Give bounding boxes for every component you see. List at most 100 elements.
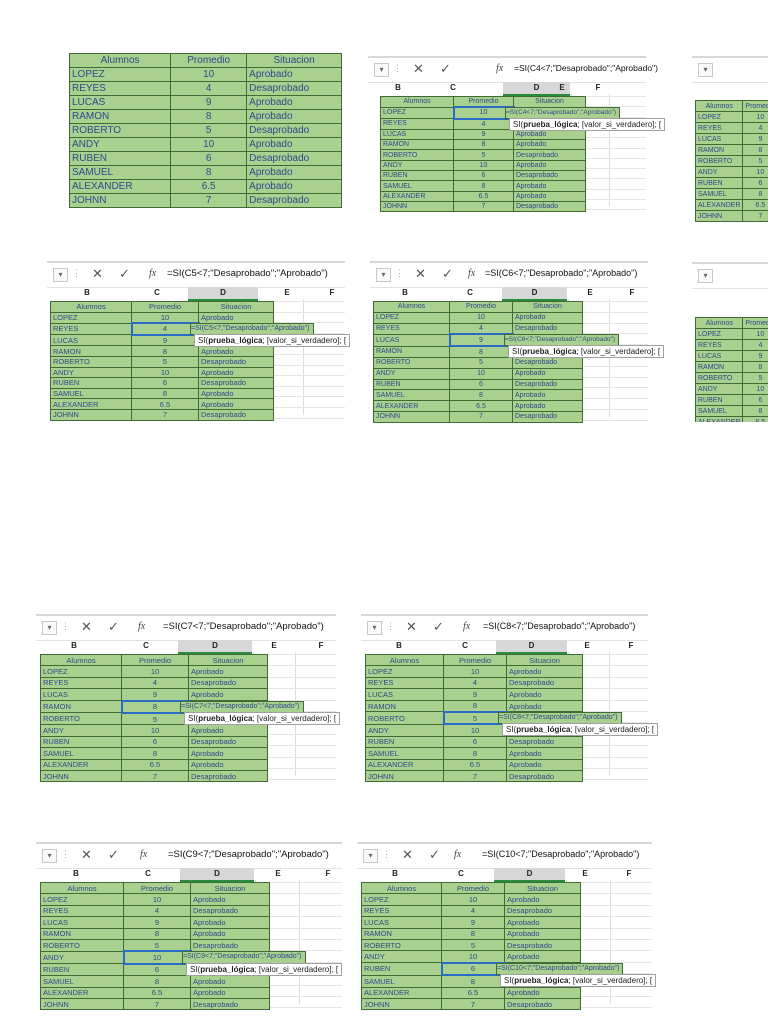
- column-letter-d[interactable]: D: [188, 287, 258, 301]
- cell-promedio[interactable]: 7: [449, 410, 513, 423]
- cell-promedio[interactable]: 8: [131, 345, 199, 357]
- column-letter-f[interactable]: F: [325, 869, 331, 878]
- cell-situacion[interactable]: Desaprobado: [513, 149, 586, 161]
- cell-promedio[interactable]: 8: [742, 144, 768, 156]
- cell-situacion[interactable]: Aprobado: [190, 975, 270, 988]
- cell-situacion[interactable]: Desaprobado: [190, 997, 270, 1011]
- namebox-dropdown-icon[interactable]: ▾: [42, 849, 57, 863]
- column-letter-c[interactable]: C: [154, 288, 160, 297]
- enter-icon[interactable]: ✓: [429, 847, 440, 862]
- cell-alumno[interactable]: JOHNN: [694, 210, 744, 222]
- cell-situacion[interactable]: Aprobado: [504, 950, 581, 964]
- column-letter-b[interactable]: B: [71, 641, 77, 650]
- cell-alumno[interactable]: ALEXANDER: [694, 416, 744, 422]
- cell-alumno[interactable]: LUCAS: [50, 334, 132, 347]
- column-letter-e[interactable]: E: [584, 641, 590, 650]
- cell-alumno[interactable]: REYES: [68, 81, 172, 96]
- cell-alumno[interactable]: ROBERTO: [694, 372, 744, 384]
- column-letter-f[interactable]: F: [626, 869, 632, 878]
- namebox-dropdown-icon[interactable]: ▾: [42, 621, 57, 635]
- cell-promedio[interactable]: 8: [441, 927, 505, 940]
- cell-situacion[interactable]: Desaprobado: [246, 123, 342, 138]
- cell-situacion[interactable]: Desaprobado: [513, 170, 586, 182]
- cell-situacion[interactable]: Desaprobado: [512, 356, 583, 369]
- cell-alumno[interactable]: LOPEZ: [50, 311, 132, 324]
- cell-alumno[interactable]: JOHNN: [40, 997, 124, 1011]
- cell-alumno[interactable]: SAMUEL: [365, 747, 444, 760]
- cell-promedio[interactable]: 7: [742, 210, 768, 222]
- cell-promedio[interactable]: 10: [742, 111, 768, 123]
- cell-situacion[interactable]: Aprobado: [512, 389, 583, 402]
- column-letter-b[interactable]: B: [73, 869, 79, 878]
- cell-promedio[interactable]: 8: [131, 387, 199, 400]
- cell-promedio[interactable]: 8: [170, 109, 248, 124]
- cell-situacion[interactable]: Aprobado: [188, 724, 268, 737]
- cell-alumno[interactable]: REYES: [694, 122, 744, 134]
- cell-situacion[interactable]: Desaprobado: [246, 81, 342, 96]
- cell-promedio[interactable]: 8: [742, 361, 768, 373]
- cell-alumno[interactable]: JOHNN: [50, 408, 132, 421]
- cell-situacion[interactable]: Aprobado: [246, 95, 342, 110]
- fx-icon[interactable]: fx: [138, 621, 146, 632]
- cell-alumno[interactable]: RAMON: [68, 109, 172, 124]
- cell-alumno[interactable]: ROBERTO: [68, 123, 172, 138]
- cell-alumno[interactable]: RUBEN: [380, 170, 454, 182]
- cell-promedio[interactable]: 7: [123, 997, 191, 1011]
- cell-situacion[interactable]: Aprobado: [506, 747, 583, 760]
- cell-promedio[interactable]: 10: [441, 950, 505, 964]
- cell-alumno[interactable]: SAMUEL: [694, 188, 744, 200]
- cell-situacion[interactable]: Aprobado: [504, 986, 581, 999]
- cancel-icon[interactable]: ✕: [81, 619, 92, 634]
- cell-situacion[interactable]: Aprobado: [246, 165, 342, 180]
- cell-situacion[interactable]: Aprobado: [512, 400, 583, 412]
- cell-alumno[interactable]: ROBERTO: [694, 155, 744, 167]
- cell-promedio[interactable]: 6: [170, 151, 248, 166]
- cell-alumno[interactable]: LUCAS: [694, 350, 744, 362]
- cell-promedio[interactable]: 9: [123, 916, 191, 929]
- cell-situacion[interactable]: Aprobado: [513, 180, 586, 192]
- formula-input[interactable]: =SI(C6<7;"Desaprobado";"Aprobado"): [485, 268, 638, 278]
- column-letter-c[interactable]: C: [143, 641, 149, 650]
- fx-icon[interactable]: fx: [140, 849, 148, 860]
- cell-situacion[interactable]: Desaprobado: [188, 769, 268, 783]
- cell-alumno[interactable]: JOHNN: [361, 997, 442, 1011]
- cell-promedio[interactable]: 10: [441, 893, 505, 906]
- cell-promedio[interactable]: 10: [449, 367, 513, 380]
- cell-alumno[interactable]: LUCAS: [361, 916, 442, 929]
- column-letter-f[interactable]: F: [595, 83, 601, 92]
- cell-promedio[interactable]: 5: [742, 155, 768, 167]
- cell-promedio[interactable]: 6.5: [742, 416, 768, 422]
- cell-alumno[interactable]: ALEXANDER: [380, 190, 454, 202]
- cell-promedio[interactable]: 9: [131, 334, 199, 347]
- cell-alumno[interactable]: REYES: [50, 322, 132, 336]
- cancel-icon[interactable]: ✕: [415, 266, 426, 281]
- cell-promedio[interactable]: 4: [121, 676, 189, 690]
- column-letter-b[interactable]: B: [84, 288, 90, 297]
- column-letter-f[interactable]: F: [629, 288, 635, 297]
- cell-alumno[interactable]: ROBERTO: [361, 938, 442, 952]
- cell-alumno[interactable]: LOPEZ: [361, 893, 442, 906]
- cell-alumno[interactable]: ROBERTO: [40, 712, 122, 726]
- cell-alumno[interactable]: SAMUEL: [361, 974, 442, 988]
- cell-alumno[interactable]: ANDY: [50, 366, 132, 379]
- cell-promedio[interactable]: 7: [121, 769, 189, 783]
- column-letter-d[interactable]: D: [178, 640, 252, 654]
- namebox-dropdown-icon[interactable]: ▾: [367, 621, 382, 635]
- cell-alumno[interactable]: REYES: [694, 339, 744, 351]
- fx-icon[interactable]: fx: [463, 621, 471, 632]
- cell-alumno[interactable]: ALEXANDER: [694, 199, 744, 211]
- cell-promedio[interactable]: 10: [742, 328, 768, 340]
- column-letter-f[interactable]: F: [329, 288, 335, 297]
- column-letter-e[interactable]: E: [587, 288, 593, 297]
- cell-situacion[interactable]: Aprobado: [506, 699, 583, 713]
- cell-promedio[interactable]: 10: [443, 665, 507, 678]
- cell-situacion[interactable]: Aprobado: [513, 159, 586, 172]
- namebox-dropdown-icon[interactable]: ▾: [374, 63, 389, 77]
- cell-alumno[interactable]: REYES: [373, 322, 450, 335]
- cell-promedio[interactable]: 4: [742, 122, 768, 134]
- cell-promedio[interactable]: 6.5: [443, 758, 507, 771]
- cell-alumno[interactable]: LOPEZ: [373, 311, 450, 324]
- cell-situacion[interactable]: Aprobado: [246, 109, 342, 124]
- column-letter-c[interactable]: C: [458, 869, 464, 878]
- cell-promedio[interactable]: 10: [170, 67, 248, 82]
